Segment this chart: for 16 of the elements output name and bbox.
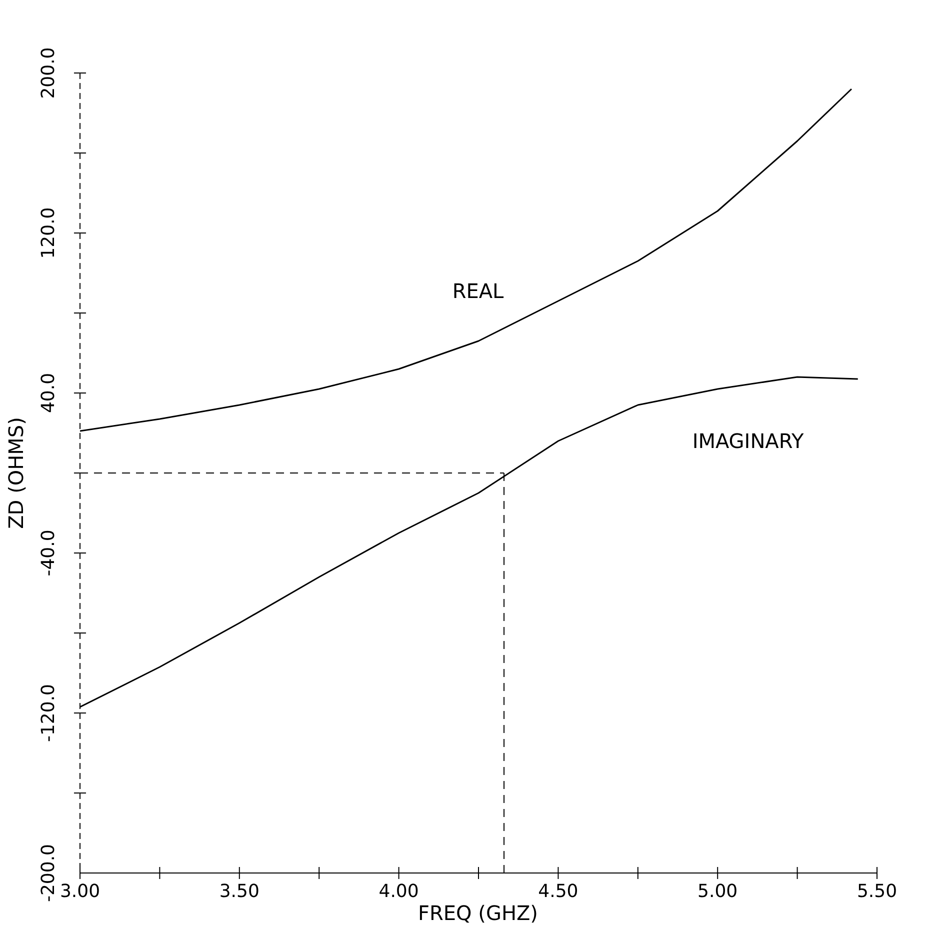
x-tick-label: 4.00 xyxy=(378,881,419,902)
x-tick-label: 5.50 xyxy=(856,881,898,902)
x-tick-label: 5.00 xyxy=(698,881,738,902)
x-axis-title: FREQ (GHZ) xyxy=(418,901,538,925)
y-tick-label: -200.0 xyxy=(38,844,59,902)
y-tick-label: 120.0 xyxy=(38,207,59,259)
series-label: REAL xyxy=(452,279,505,303)
series-label: IMAGINARY xyxy=(692,429,804,453)
y-tick-label: 40.0 xyxy=(38,372,59,414)
y-axis-title: ZD (OHMS) xyxy=(4,417,28,529)
y-tick-label: -40.0 xyxy=(38,530,59,576)
x-tick-label: 4.50 xyxy=(538,881,578,902)
y-tick-label: 200.0 xyxy=(38,47,59,99)
x-tick-label: 3.00 xyxy=(60,881,100,902)
y-tick-label: -120.0 xyxy=(38,684,59,742)
x-tick-label: 3.50 xyxy=(219,881,260,902)
